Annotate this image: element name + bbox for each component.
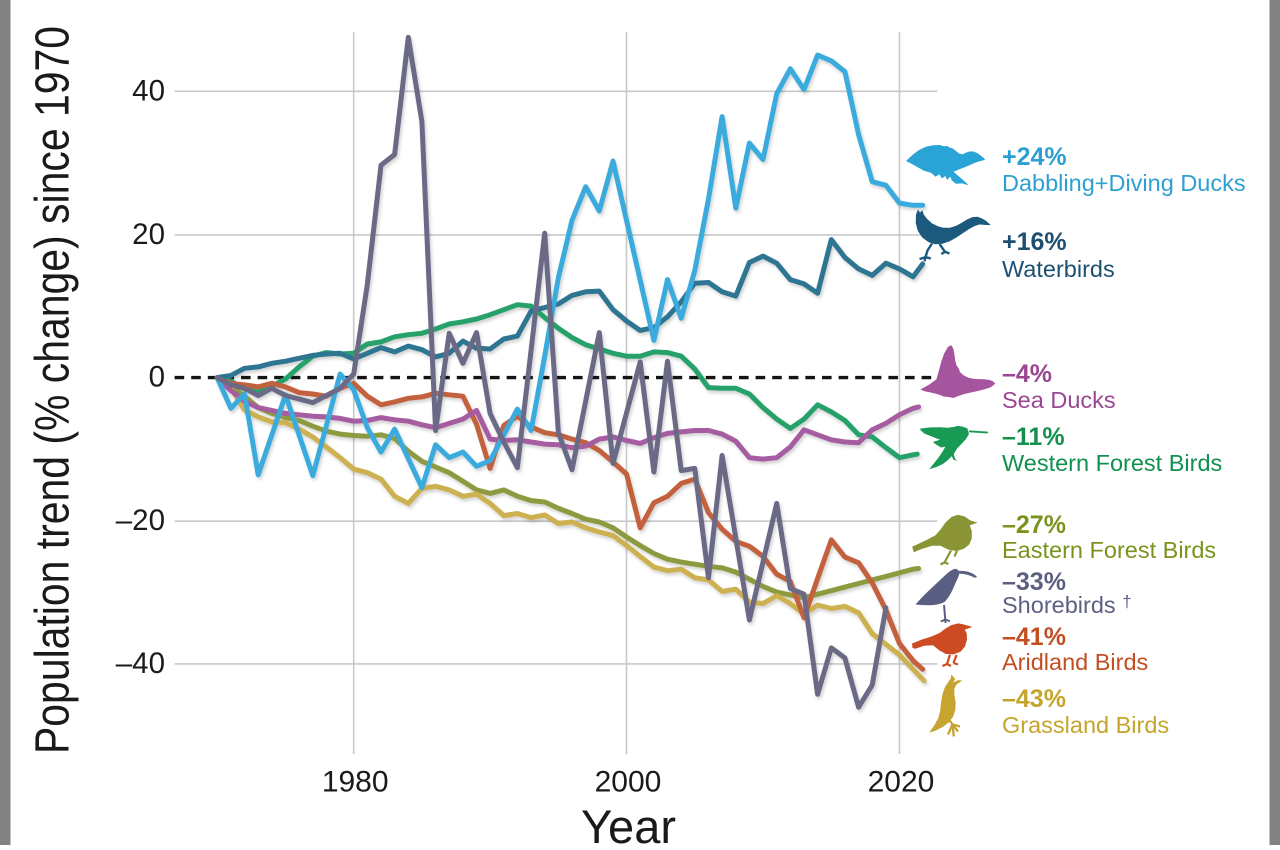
svg-text:40: 40 xyxy=(132,74,165,107)
svg-text:1980: 1980 xyxy=(322,766,389,799)
svg-text:Grassland Birds: Grassland Birds xyxy=(1002,712,1169,738)
svg-text:Shorebirds †: Shorebirds † xyxy=(1002,592,1132,618)
svg-text:–40: –40 xyxy=(116,647,165,680)
svg-text:Aridland Birds: Aridland Birds xyxy=(1002,649,1148,675)
svg-text:–4%: –4% xyxy=(1002,360,1052,388)
svg-text:–41%: –41% xyxy=(1002,623,1066,651)
svg-text:2000: 2000 xyxy=(595,766,662,799)
svg-text:Eastern Forest Birds: Eastern Forest Birds xyxy=(1002,537,1216,563)
svg-text:+24%: +24% xyxy=(1002,143,1067,171)
svg-text:Year: Year xyxy=(581,800,676,845)
svg-text:2020: 2020 xyxy=(868,766,935,799)
svg-text:–27%: –27% xyxy=(1002,511,1066,539)
svg-text:Population trend (% change) si: Population trend (% change) since 1970 xyxy=(27,26,80,754)
svg-text:Sea Ducks: Sea Ducks xyxy=(1002,387,1116,413)
svg-text:–43%: –43% xyxy=(1002,685,1066,713)
svg-text:+16%: +16% xyxy=(1002,228,1067,256)
svg-text:Dabbling+Diving Ducks: Dabbling+Diving Ducks xyxy=(1002,170,1246,196)
svg-text:–11%: –11% xyxy=(1002,423,1065,451)
svg-text:Waterbirds: Waterbirds xyxy=(1002,256,1115,282)
svg-text:0: 0 xyxy=(149,361,165,394)
svg-text:Western Forest Birds: Western Forest Birds xyxy=(1002,450,1222,476)
svg-text:20: 20 xyxy=(132,218,165,251)
svg-text:–20: –20 xyxy=(116,504,165,537)
